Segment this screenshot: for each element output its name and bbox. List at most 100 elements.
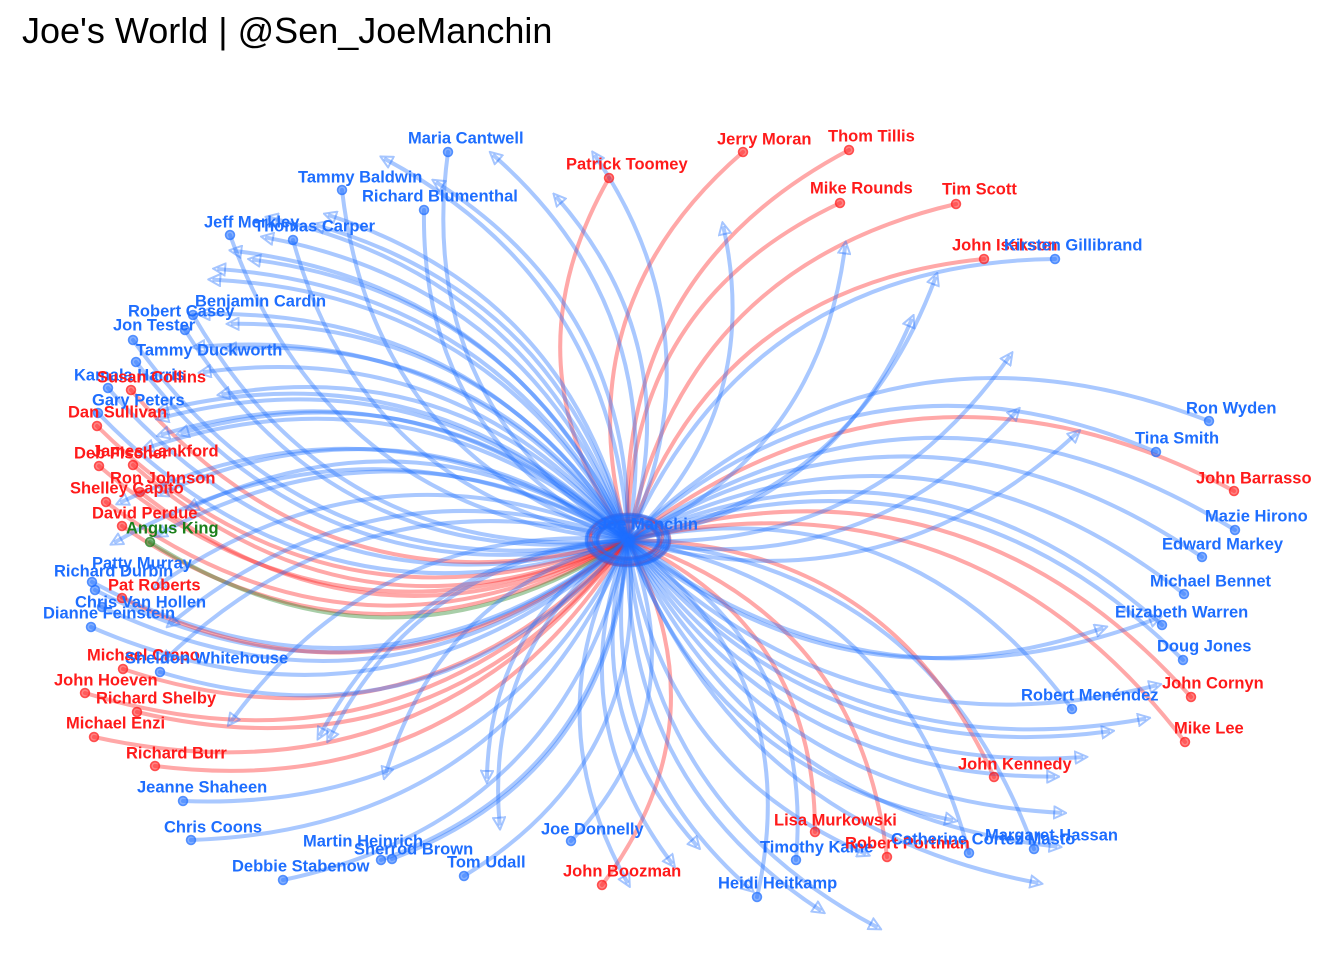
node-label-dan-sullivan: Dan Sullivan bbox=[68, 403, 167, 421]
center-self-loop bbox=[596, 516, 672, 564]
node-label-richard-blumenthal: Richard Blumenthal bbox=[362, 187, 518, 205]
edge-john-kennedy-to-center bbox=[626, 538, 996, 779]
center-self-loop bbox=[594, 519, 670, 567]
center-self-loop bbox=[585, 514, 661, 562]
node-label-sherrod-brown: Sherrod Brown bbox=[354, 840, 473, 858]
chart-title: Joe's World | @Sen_JoeManchin bbox=[22, 10, 553, 51]
edge-center-to-gary-peters bbox=[219, 269, 630, 542]
edge-center-to-elizabeth-warren bbox=[626, 538, 1053, 777]
edge-center-to-john-hoeven bbox=[122, 446, 630, 542]
node-kamala-harris bbox=[102, 382, 114, 394]
node-label-center: Joe Manchin bbox=[598, 515, 698, 533]
node-sherrod-brown bbox=[375, 854, 387, 866]
edge-richard-blumenthal-to-center bbox=[421, 208, 630, 542]
node-label-lisa-murkowski: Lisa Murkowski bbox=[774, 811, 897, 829]
edge-center-to-jeanne-shaheen bbox=[171, 508, 630, 623]
edge-center-to-michael-bennet bbox=[626, 538, 1081, 759]
edge-john-barrasso-to-center bbox=[626, 415, 1236, 542]
edge-center-to-richard-burr bbox=[158, 492, 630, 585]
node-michael-enzi bbox=[88, 731, 100, 743]
edge-center-to-mazie-hirono bbox=[626, 538, 1144, 732]
edge-center-to-lisa-murkowski bbox=[610, 538, 696, 845]
node-label-gary-peters: Gary Peters bbox=[92, 391, 185, 409]
edge-center-to-michael-enzi bbox=[116, 467, 630, 542]
node-label-thom-tillis: Thom Tillis bbox=[828, 127, 915, 145]
node-label-jon-tester: Jon Tester bbox=[113, 316, 196, 334]
node-label-tom-udall: Tom Udall bbox=[447, 853, 526, 871]
node-deb-fischer bbox=[93, 460, 105, 472]
nodes-layer bbox=[79, 144, 1241, 903]
center-self-loop bbox=[586, 519, 662, 567]
node-susan-collins bbox=[125, 384, 137, 396]
edge-center-to-patrick-toomey bbox=[626, 228, 735, 542]
center-self-loop bbox=[584, 516, 660, 564]
node-label-sheldon-whitehouse: Sheldon Whitehouse bbox=[125, 649, 288, 667]
center-self-loop bbox=[586, 513, 662, 561]
edge-center-to-john-isakson bbox=[626, 412, 1016, 552]
edge-jon-tester-to-center bbox=[131, 338, 630, 553]
node-label-michael-crapo: Michael Crapo bbox=[87, 646, 200, 664]
node-jeanne-shaheen bbox=[177, 795, 189, 807]
node-label-james-lankford: James Lankford bbox=[92, 442, 219, 460]
node-john-barrasso bbox=[1228, 485, 1240, 497]
node-label-martin-heinrich: Martin Heinrich bbox=[303, 832, 423, 850]
center-self-loop bbox=[589, 520, 665, 568]
edge-thomas-carper-to-center bbox=[291, 238, 630, 542]
edge-mazie-hirono-to-center bbox=[626, 435, 1237, 542]
edge-michael-crapo-to-center bbox=[121, 538, 630, 701]
node-label-ron-johnson: Ron Johnson bbox=[110, 469, 215, 487]
node-richard-shelby bbox=[131, 706, 143, 718]
edge-center-to-kirsten-gillibrand bbox=[626, 434, 1076, 563]
node-jeff-merkley bbox=[224, 229, 236, 241]
node-robert-menendez bbox=[1066, 703, 1078, 715]
node-label-pat-roberts: Pat Roberts bbox=[108, 576, 201, 594]
node-label-chris-van-hollen: Chris Van Hollen bbox=[75, 593, 206, 611]
edge-susan-collins-to-center bbox=[129, 388, 630, 565]
edge-jeanne-shaheen-to-center bbox=[181, 538, 630, 804]
edge-tina-smith-to-center bbox=[626, 403, 1158, 542]
edge-tom-udall-to-center bbox=[462, 538, 633, 878]
edge-center-to-sherrod-brown bbox=[320, 538, 630, 734]
node-robert-portman bbox=[881, 851, 893, 863]
node-label-thomas-carper: Thomas Carper bbox=[254, 217, 376, 235]
edges-layer bbox=[83, 148, 1237, 899]
node-tammy-baldwin bbox=[336, 184, 348, 196]
node-debbie-stabenow bbox=[277, 874, 289, 886]
edge-center-to-michael-crapo bbox=[161, 447, 630, 542]
center-self-loop bbox=[589, 512, 665, 560]
edge-ron-wyden-to-center bbox=[626, 376, 1211, 542]
edge-tim-scott-to-center bbox=[626, 202, 958, 542]
edge-john-cornyn-to-center bbox=[626, 509, 1193, 699]
edge-center-to-dianne-feinstein bbox=[147, 416, 630, 542]
edge-john-hoeven-to-center bbox=[83, 538, 630, 723]
node-label-mike-rounds: Mike Rounds bbox=[810, 179, 913, 197]
edge-michael-bennet-to-center bbox=[626, 473, 1186, 596]
center-self-loop bbox=[585, 518, 661, 566]
node-label-michael-bennet: Michael Bennet bbox=[1150, 572, 1272, 590]
edge-richard-burr-to-center bbox=[153, 538, 630, 773]
edge-david-perdue-to-center bbox=[120, 524, 630, 616]
edge-lisa-murkowski-to-center bbox=[626, 538, 817, 834]
node-label-deb-fischer: Deb Fischer bbox=[74, 444, 169, 462]
node-john-kennedy bbox=[988, 771, 1000, 783]
node-label-patty-murray: Patty Murray bbox=[92, 554, 193, 572]
node-edward-markey bbox=[1196, 551, 1208, 563]
node-patrick-toomey bbox=[603, 172, 615, 184]
edge-center-to-deb-fischer bbox=[204, 314, 630, 542]
edge-center-to-doug-jones bbox=[626, 538, 1060, 813]
edge-michael-enzi-to-center bbox=[92, 538, 630, 755]
edge-deb-fischer-to-center bbox=[97, 464, 630, 594]
node-label-richard-durbin: Richard Durbin bbox=[54, 562, 173, 580]
center-self-loop bbox=[595, 514, 671, 562]
edge-center-to-tammy-duckworth bbox=[267, 238, 630, 542]
node-mazie-hirono bbox=[1229, 524, 1241, 536]
edge-center-to-margaret-hassan bbox=[626, 538, 876, 927]
edge-kamala-harris-to-center bbox=[106, 386, 630, 567]
edge-ron-johnson-to-center bbox=[138, 490, 630, 598]
node-label-john-barrasso: John Barrasso bbox=[1196, 469, 1312, 487]
edge-center-to-maria-cantwell bbox=[596, 156, 669, 542]
edge-center-to-catherine-cortez-masto bbox=[625, 538, 820, 910]
node-chris-van-hollen bbox=[96, 601, 108, 613]
edge-sheldon-whitehouse-to-center bbox=[158, 538, 630, 698]
